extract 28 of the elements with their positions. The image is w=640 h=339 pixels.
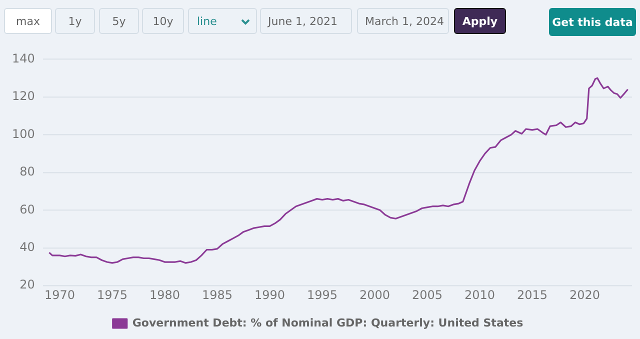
x-tick-label: 1975: [96, 288, 128, 302]
x-tick-label: 2010: [464, 288, 496, 302]
y-tick-label: 80: [20, 164, 35, 179]
text: Get this data: [552, 16, 633, 28]
text: Apply: [462, 14, 498, 28]
y-tick-label: 40: [20, 240, 35, 254]
x-tick-label: 2005: [412, 288, 443, 302]
y-tick-label: 60: [20, 202, 35, 216]
x-tick-label: 1995: [306, 288, 338, 302]
x-tick-label: 2000: [359, 288, 390, 302]
legend-label: Government Debt: % of Nominal GDP: Quarterly: United States: [132, 316, 524, 330]
text: 10y: [152, 14, 174, 28]
x-tick-label: 2015: [516, 288, 548, 302]
text: 1y: [68, 14, 82, 28]
x-tick-label: 1970: [44, 288, 75, 302]
x-tick-label: 1990: [254, 288, 285, 302]
x-tick-label: 2020: [569, 288, 600, 302]
y-tick-label: 100: [12, 126, 35, 141]
x-tick-label: 1980: [149, 288, 180, 302]
text: 5y: [112, 14, 126, 28]
y-tick-label: 140: [12, 51, 35, 66]
text: max: [16, 14, 40, 28]
y-tick-label: 120: [12, 89, 35, 104]
text: March 1, 2024: [365, 14, 444, 28]
text: line: [197, 14, 217, 28]
y-tick-label: 20: [20, 278, 35, 292]
text: June 1, 2021: [268, 14, 338, 28]
x-tick-label: 1985: [202, 288, 232, 302]
